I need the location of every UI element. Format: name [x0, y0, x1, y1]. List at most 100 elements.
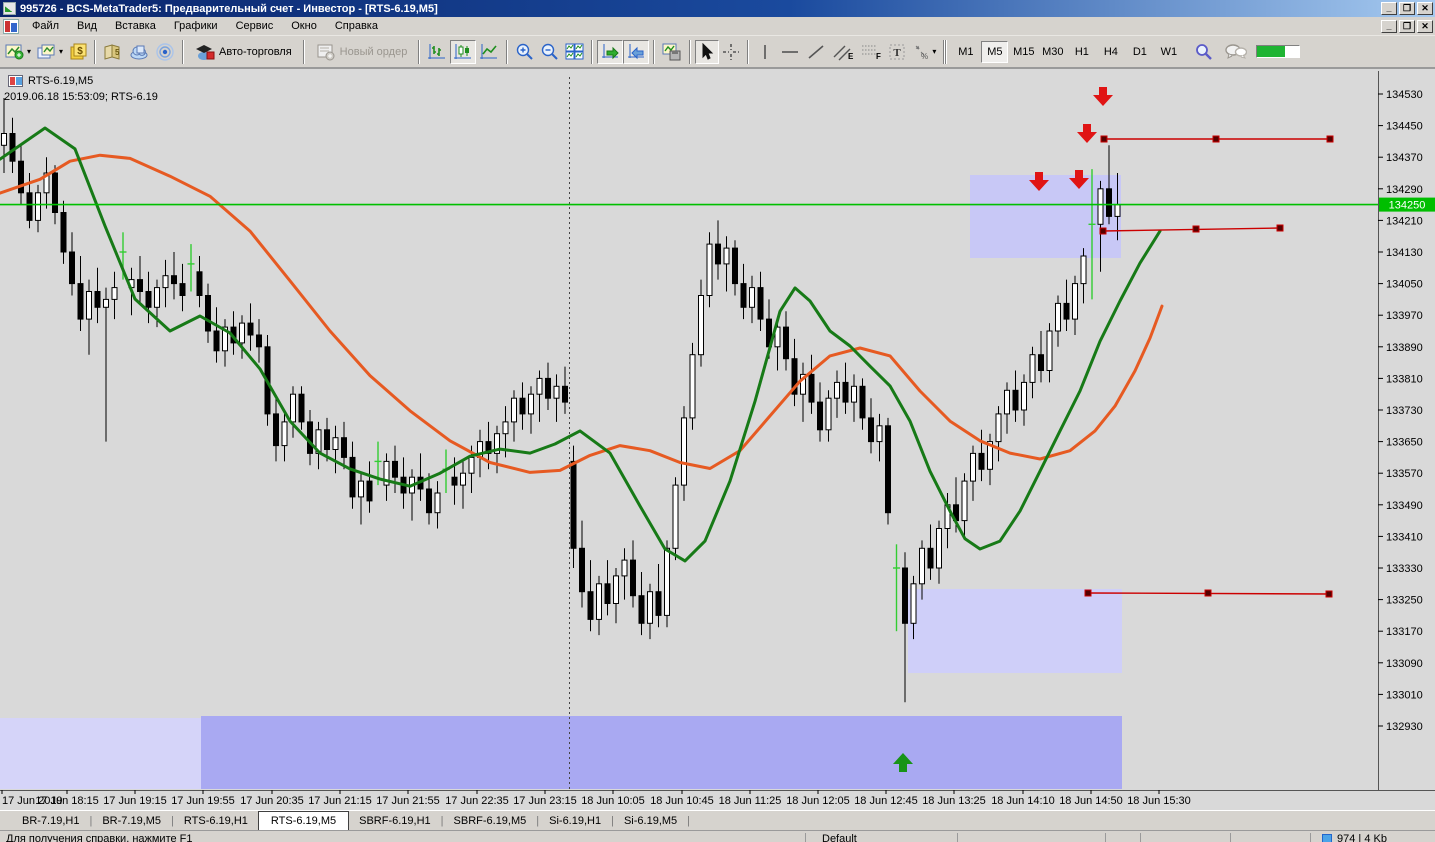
- vertical-line-tool-button[interactable]: [753, 40, 777, 64]
- bull-candle: [1021, 381, 1027, 411]
- sell-arrow-icon[interactable]: [1077, 124, 1097, 143]
- menu-help[interactable]: Справка: [334, 20, 378, 32]
- chart-tab-si-6-19-h1[interactable]: Si-6.19,H1: [549, 815, 602, 827]
- segment-handle[interactable]: [1099, 227, 1107, 235]
- minimize-button[interactable]: _: [1381, 2, 1397, 15]
- auto-scroll-button[interactable]: [597, 39, 624, 64]
- close-button[interactable]: ✕: [1417, 2, 1433, 15]
- candles-chart-button[interactable]: [450, 39, 477, 64]
- profiles-button[interactable]: ▾: [34, 40, 66, 64]
- child-close-button[interactable]: ✕: [1417, 20, 1433, 33]
- segment-handle[interactable]: [1326, 135, 1334, 143]
- bear-candle: [77, 283, 84, 320]
- crosshair-tool-button[interactable]: [719, 40, 743, 64]
- search-button[interactable]: [1191, 40, 1216, 64]
- bear-candle: [902, 567, 908, 624]
- segment-handle[interactable]: [1325, 590, 1333, 598]
- timeframe-h1[interactable]: H1: [1074, 45, 1089, 58]
- chart-tab-sbrf-6-19-h1[interactable]: SBRF-6.19,H1: [359, 815, 431, 827]
- bull-candle: [536, 377, 543, 395]
- child-minimize-button[interactable]: _: [1381, 20, 1397, 33]
- ma-fast-line[interactable]: [0, 126, 1162, 563]
- zone-rectangle[interactable]: [908, 589, 1122, 673]
- menu-view[interactable]: Вид: [77, 20, 97, 32]
- chart-tab-br-7-19-m5[interactable]: BR-7.19,M5: [102, 815, 162, 827]
- new-order-button[interactable]: Новый ордер: [309, 40, 415, 64]
- bars-chart-button[interactable]: [424, 40, 450, 64]
- cursor-tool-button[interactable]: [695, 39, 720, 64]
- timeframe-m15[interactable]: M15: [1013, 45, 1035, 58]
- line-chart-button[interactable]: [476, 40, 502, 64]
- bull-candle: [970, 452, 976, 482]
- chart-symbol-icon: [8, 75, 23, 87]
- arrows-tool-button[interactable]: % ▾: [909, 40, 939, 64]
- templates-button[interactable]: [659, 40, 685, 64]
- timeframe-w1[interactable]: W1: [1160, 45, 1178, 58]
- tab-separator: |: [171, 815, 174, 827]
- fibonacci-tool-button[interactable]: F: [857, 40, 885, 64]
- restore-button[interactable]: ❐: [1399, 2, 1415, 15]
- trendline-tool-button[interactable]: [803, 40, 829, 64]
- sell-arrow-icon[interactable]: [1093, 87, 1113, 106]
- timeframe-h4[interactable]: H4: [1103, 45, 1118, 58]
- chart-tab-br-7-19-h1[interactable]: BR-7.19,H1: [22, 815, 80, 827]
- mql5-community-button[interactable]: 5: [100, 40, 126, 64]
- chart-tab-rts-6-19-h1[interactable]: RTS-6.19,H1: [183, 815, 248, 827]
- bear-candle: [732, 247, 738, 285]
- timeframe-m1[interactable]: M1: [958, 45, 974, 58]
- new-chart-button[interactable]: ▾: [2, 40, 34, 64]
- bear-candle: [26, 192, 33, 221]
- segment-handle[interactable]: [1204, 589, 1212, 597]
- menu-insert[interactable]: Вставка: [114, 20, 156, 32]
- zoom-in-button[interactable]: [512, 40, 537, 64]
- sell-arrow-icon[interactable]: [1069, 170, 1089, 189]
- sell-arrow-icon[interactable]: [1029, 172, 1049, 191]
- price-chart[interactable]: 134530 134450 134370 134290 134210 134130 1340…: [0, 69, 1435, 811]
- bull-candle: [647, 591, 653, 624]
- chart-tab-rts-6-19-m5[interactable]: RTS-6.19,M5: [257, 811, 350, 831]
- chart-tab-sbrf-6-19-m5[interactable]: SBRF-6.19,M5: [453, 815, 527, 827]
- tile-windows-button[interactable]: [562, 40, 587, 64]
- chat-button[interactable]: [1222, 40, 1250, 64]
- text-tool-button[interactable]: T: [885, 40, 909, 64]
- segment-handle[interactable]: [1276, 224, 1284, 232]
- menu-window[interactable]: Окно: [291, 20, 317, 32]
- bull-candle: [290, 393, 296, 423]
- market-watch-button[interactable]: $: [66, 40, 90, 64]
- timeframe-m5[interactable]: M5: [981, 40, 1009, 63]
- chart-window[interactable]: 134530 134450 134370 134290 134210 134130 1340…: [0, 68, 1435, 810]
- zone-rectangle[interactable]: [201, 716, 1122, 789]
- segment-handle[interactable]: [1192, 225, 1200, 233]
- cursor-icon: [702, 43, 714, 60]
- chart-shift-button[interactable]: [623, 39, 650, 64]
- red-trend-segment[interactable]: [1102, 227, 1281, 232]
- child-restore-button[interactable]: ❐: [1399, 20, 1415, 33]
- menu-service[interactable]: Сервис: [235, 20, 274, 32]
- segment-handle[interactable]: [1212, 135, 1220, 143]
- cloud-button[interactable]: [126, 40, 152, 64]
- auto-trading-button[interactable]: Авто-торговля: [188, 40, 299, 64]
- chart-window-icon[interactable]: [3, 18, 19, 34]
- chart-tab-si-6-19-m5[interactable]: Si-6.19,M5: [623, 815, 678, 827]
- status-profile[interactable]: Default: [822, 833, 857, 842]
- timeframe-m30[interactable]: M30: [1042, 45, 1064, 58]
- horizontal-line-tool-button[interactable]: [777, 40, 803, 64]
- zoom-out-button[interactable]: [537, 40, 562, 64]
- buy-arrow-icon[interactable]: [893, 753, 913, 772]
- segment-handle[interactable]: [1100, 135, 1108, 143]
- candles-chart-icon: [454, 43, 472, 59]
- bull-candle: [834, 381, 840, 399]
- channel-tool-button[interactable]: E: [829, 40, 857, 64]
- price-axis-label: 134450: [1386, 121, 1423, 133]
- segment-handle[interactable]: [1084, 589, 1092, 597]
- zone-rectangle[interactable]: [970, 175, 1121, 258]
- price-axis-label: 134210: [1386, 215, 1423, 227]
- zone-rectangle[interactable]: [0, 718, 201, 789]
- signals-button[interactable]: [152, 40, 178, 64]
- menu-file[interactable]: Файл: [32, 20, 60, 32]
- ma-slow-line[interactable]: [0, 153, 1164, 474]
- timeframe-d1[interactable]: D1: [1132, 45, 1147, 58]
- price-axis-label: 133810: [1386, 373, 1423, 385]
- menu-charts[interactable]: Графики: [173, 20, 218, 32]
- svg-text:T: T: [894, 47, 902, 59]
